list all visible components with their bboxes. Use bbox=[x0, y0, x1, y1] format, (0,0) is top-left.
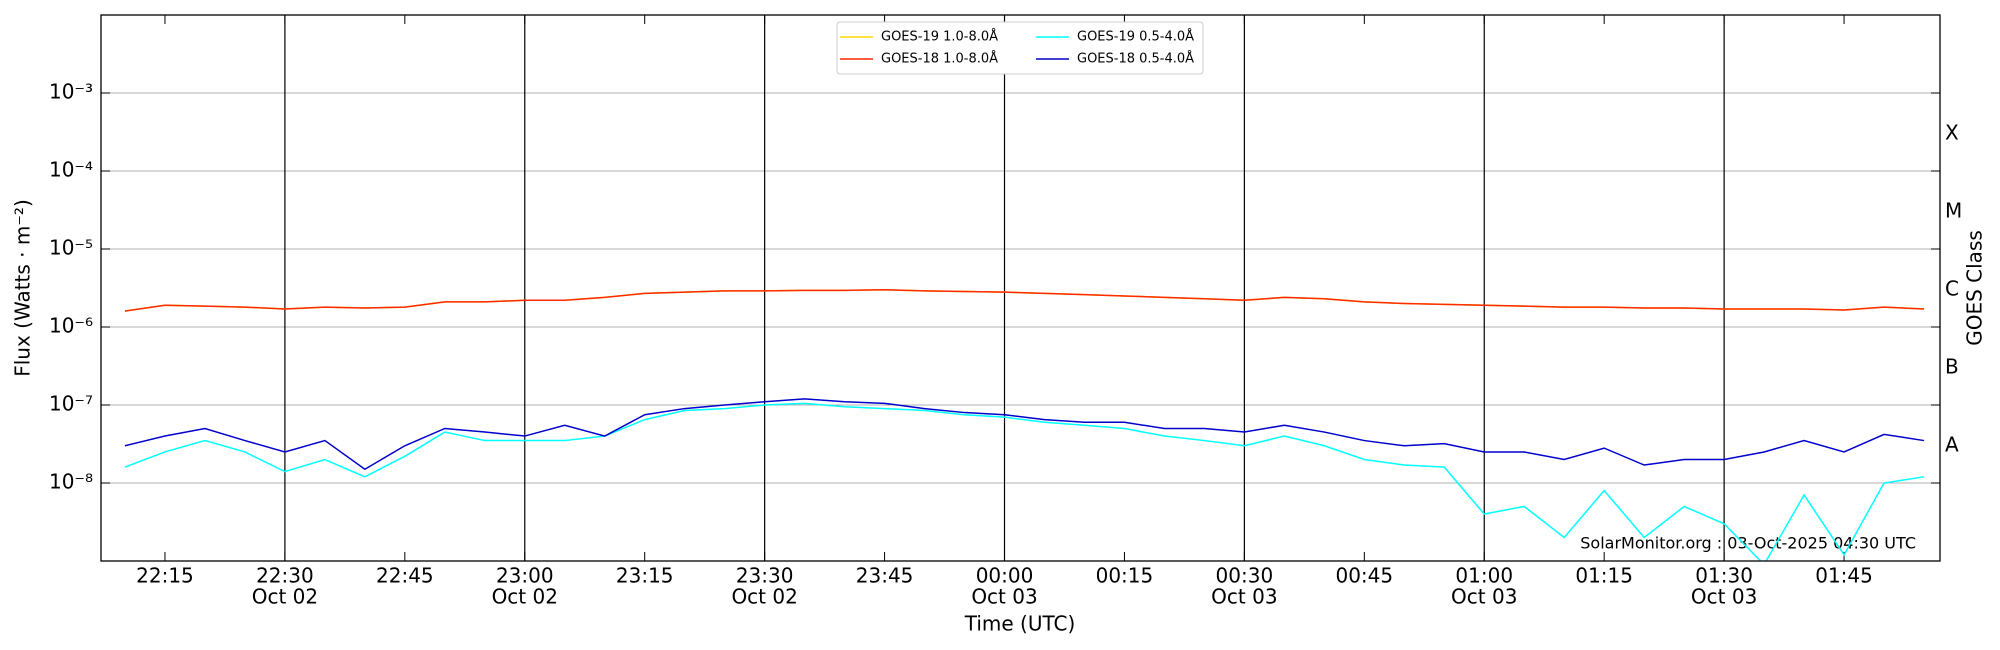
series-line bbox=[124, 398, 1925, 471]
x-tick-date: Oct 03 bbox=[1691, 585, 1757, 609]
x-tick-label: 00:15 bbox=[1096, 564, 1154, 588]
y-tick-label: 10⁻⁴ bbox=[49, 158, 93, 182]
y-tick-label: 10⁻⁵ bbox=[49, 236, 93, 260]
x-tick-label: 23:30 bbox=[736, 564, 794, 588]
legend-label: GOES-18 0.5-4.0Å bbox=[1077, 51, 1194, 67]
y2-tick-label: X bbox=[1945, 120, 1959, 144]
y2-tick-label: B bbox=[1945, 354, 1959, 378]
x-tick-label: 01:45 bbox=[1815, 564, 1873, 588]
x-tick-label: 22:45 bbox=[376, 564, 434, 588]
x-tick-label: 00:30 bbox=[1216, 564, 1274, 588]
x-tick-label: 01:00 bbox=[1455, 564, 1513, 588]
legend-box bbox=[836, 21, 1204, 75]
y2-tick-label: A bbox=[1945, 432, 1959, 456]
x-tick-date: Oct 03 bbox=[1211, 585, 1277, 609]
x-tick-date: Oct 02 bbox=[252, 585, 318, 609]
x-tick-label: 22:30 bbox=[256, 564, 314, 588]
y-tick-label: 10⁻⁷ bbox=[49, 392, 93, 416]
y-tick-label: 10⁻³ bbox=[49, 80, 93, 104]
x-tick-date: Oct 02 bbox=[731, 585, 797, 609]
x-axis-label: Time (UTC) bbox=[964, 612, 1076, 636]
x-tick-date: Oct 03 bbox=[1451, 585, 1517, 609]
x-tick-label: 23:15 bbox=[616, 564, 674, 588]
x-tick-label: 00:45 bbox=[1335, 564, 1393, 588]
y2-tick-label: C bbox=[1945, 276, 1959, 300]
x-tick-label: 00:00 bbox=[976, 564, 1034, 588]
x-tick-label: 01:15 bbox=[1575, 564, 1633, 588]
legend-label: GOES-18 1.0-8.0Å bbox=[881, 51, 998, 67]
x-tick-label: 01:30 bbox=[1695, 564, 1753, 588]
annotation: SolarMonitor.org : 03-Oct-2025 04:30 UTC bbox=[1580, 534, 1916, 553]
y-tick-label: 10⁻⁸ bbox=[49, 470, 93, 494]
x-tick-date: Oct 03 bbox=[971, 585, 1037, 609]
legend-label: GOES-19 0.5-4.0Å bbox=[1077, 29, 1194, 45]
x-tick-label: 23:45 bbox=[856, 564, 914, 588]
x-tick-date: Oct 02 bbox=[492, 585, 558, 609]
x-tick-label: 23:00 bbox=[496, 564, 554, 588]
legend-label: GOES-19 1.0-8.0Å bbox=[881, 29, 998, 45]
y2-axis-label: GOES Class bbox=[1963, 230, 1987, 346]
series-line bbox=[124, 402, 1925, 561]
plot-frame bbox=[100, 14, 1941, 562]
y-tick-label: 10⁻⁶ bbox=[49, 314, 93, 338]
plot-area bbox=[124, 289, 1925, 561]
x-tick-label: 22:15 bbox=[136, 564, 194, 588]
y2-tick-label: M bbox=[1945, 198, 1962, 222]
y-axis-label: Flux (Watts · m⁻²) bbox=[11, 199, 35, 377]
series-line bbox=[124, 289, 1925, 312]
